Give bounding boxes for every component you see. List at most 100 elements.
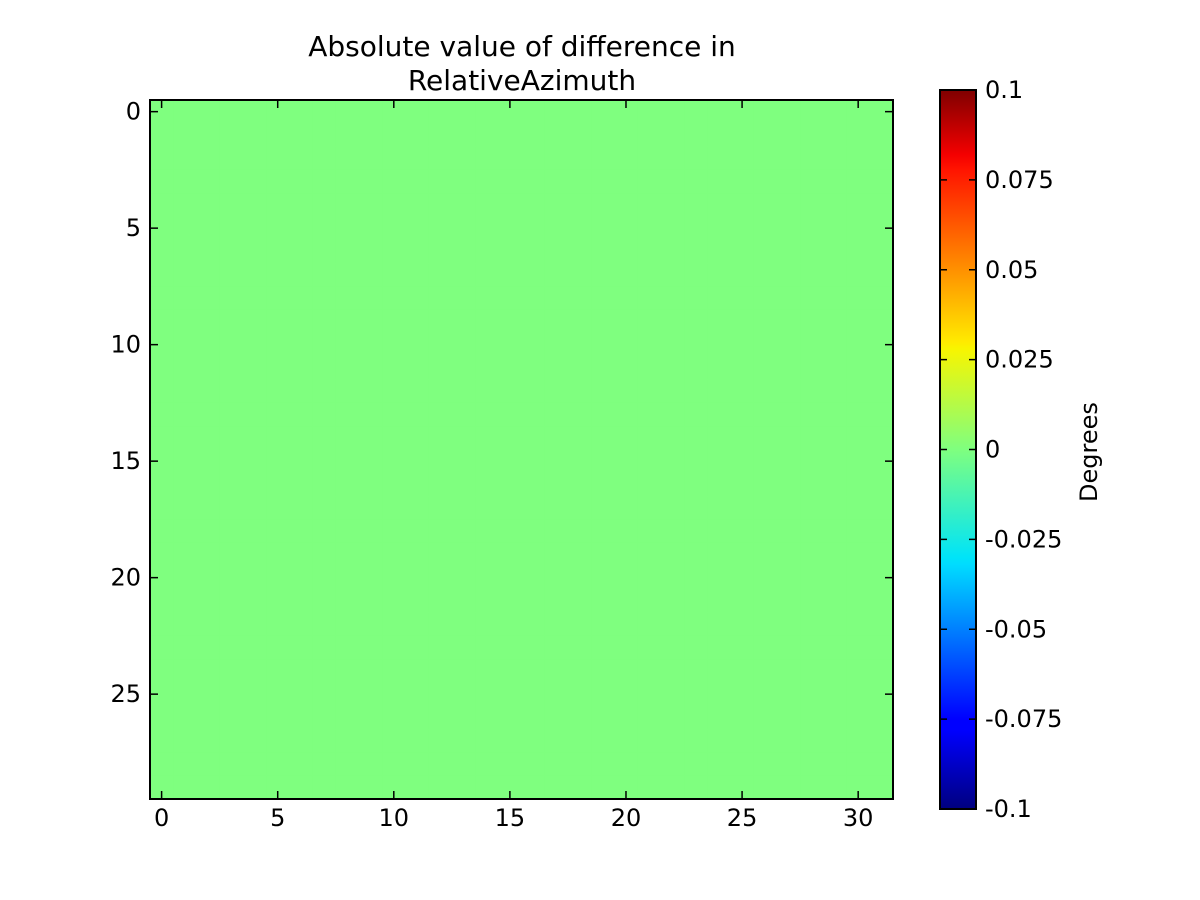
heatmap-cell [614, 123, 639, 148]
heatmap-cell [544, 472, 569, 497]
heatmap-cell [173, 472, 197, 497]
heatmap-cell [521, 496, 546, 520]
heatmap-cell [660, 379, 685, 404]
heatmap-cell [382, 146, 406, 171]
heatmap-cell [498, 496, 522, 520]
heatmap-cell [428, 519, 453, 544]
heatmap-cell [730, 472, 755, 497]
heatmap-cell [173, 542, 197, 567]
heatmap-cell [405, 216, 430, 241]
heatmap-cell [405, 612, 430, 637]
heatmap-cell [684, 635, 708, 660]
heatmap-cell [753, 635, 778, 660]
heatmap-cell [219, 123, 244, 148]
heatmap-cell [544, 496, 569, 520]
heatmap-cell [776, 705, 801, 730]
heatmap-cell [196, 542, 221, 567]
heatmap-cell [358, 426, 383, 450]
heatmap-cell [823, 496, 848, 520]
heatmap-cell [335, 123, 360, 148]
heatmap-cell [242, 356, 267, 381]
x-tick-label: 25 [727, 804, 758, 832]
heatmap-cell [660, 426, 685, 450]
heatmap-cell [358, 659, 383, 683]
heatmap-cell [684, 146, 708, 171]
heatmap-cell [405, 589, 430, 614]
heatmap-cell [196, 100, 221, 124]
heatmap-cell [707, 566, 731, 590]
heatmap-cell [637, 612, 662, 637]
heatmap-cell [475, 239, 499, 264]
heatmap-cell [382, 263, 406, 287]
heatmap-cell [544, 705, 569, 730]
heatmap-cell [614, 589, 639, 614]
heatmap-cell [266, 169, 290, 194]
heatmap-cell [660, 263, 685, 287]
heatmap-cell [521, 612, 546, 637]
heatmap-cell [312, 449, 337, 474]
heatmap-cell [451, 449, 476, 474]
heatmap-cell [521, 123, 546, 148]
heatmap-cell [405, 146, 430, 171]
heatmap-cell [614, 402, 639, 427]
heatmap-cell [173, 682, 197, 707]
heatmap-cell [382, 496, 406, 520]
heatmap-cell [521, 705, 546, 730]
heatmap-cell [289, 705, 314, 730]
heatmap-cell [660, 635, 685, 660]
heatmap-cell [475, 752, 499, 777]
heatmap-cell [567, 449, 592, 474]
heatmap-cell [312, 239, 337, 264]
heatmap-cell [684, 775, 708, 800]
heatmap-cell [707, 263, 731, 287]
heatmap-cell [451, 682, 476, 707]
heatmap-cell [614, 100, 639, 124]
heatmap-cell [684, 729, 708, 753]
heatmap-cell [869, 100, 894, 124]
heatmap-cell [753, 402, 778, 427]
heatmap-cell [382, 589, 406, 614]
heatmap-cell [614, 379, 639, 404]
heatmap-cell [823, 449, 848, 474]
heatmap-cell [498, 123, 522, 148]
heatmap-cell [173, 216, 197, 241]
heatmap-cell [196, 775, 221, 800]
heatmap-cell [823, 239, 848, 264]
heatmap-cell [382, 449, 406, 474]
heatmap-cell [567, 682, 592, 707]
heatmap-cell [382, 286, 406, 311]
heatmap-cell [707, 729, 731, 753]
heatmap-cell [730, 542, 755, 567]
heatmap-cell [382, 635, 406, 660]
heatmap-cell [846, 472, 871, 497]
heatmap-cell [358, 729, 383, 753]
heatmap-cell [730, 752, 755, 777]
heatmap-cell [823, 286, 848, 311]
heatmap-cell [614, 169, 639, 194]
heatmap-cell [567, 123, 592, 148]
heatmap-cell [358, 216, 383, 241]
heatmap-cell [846, 100, 871, 124]
heatmap-cell [660, 169, 685, 194]
heatmap-cell [521, 169, 546, 194]
heatmap-cell [660, 356, 685, 381]
heatmap-cell [150, 752, 174, 777]
heatmap-cell [869, 705, 894, 730]
heatmap-cell [776, 333, 801, 357]
heatmap-cell [521, 472, 546, 497]
heatmap-cell [776, 146, 801, 171]
x-tick-label: 5 [270, 804, 285, 832]
heatmap-cell [358, 379, 383, 404]
heatmap-cell [800, 729, 824, 753]
heatmap-cell [637, 146, 662, 171]
heatmap-cell [730, 146, 755, 171]
heatmap-cell [358, 193, 383, 217]
heatmap-cell [428, 659, 453, 683]
heatmap-cell [823, 146, 848, 171]
heatmap-cell [776, 519, 801, 544]
heatmap-cell [219, 402, 244, 427]
heatmap-cell [358, 356, 383, 381]
heatmap-cell [289, 333, 314, 357]
heatmap-cell [637, 705, 662, 730]
heatmap-cell [544, 566, 569, 590]
